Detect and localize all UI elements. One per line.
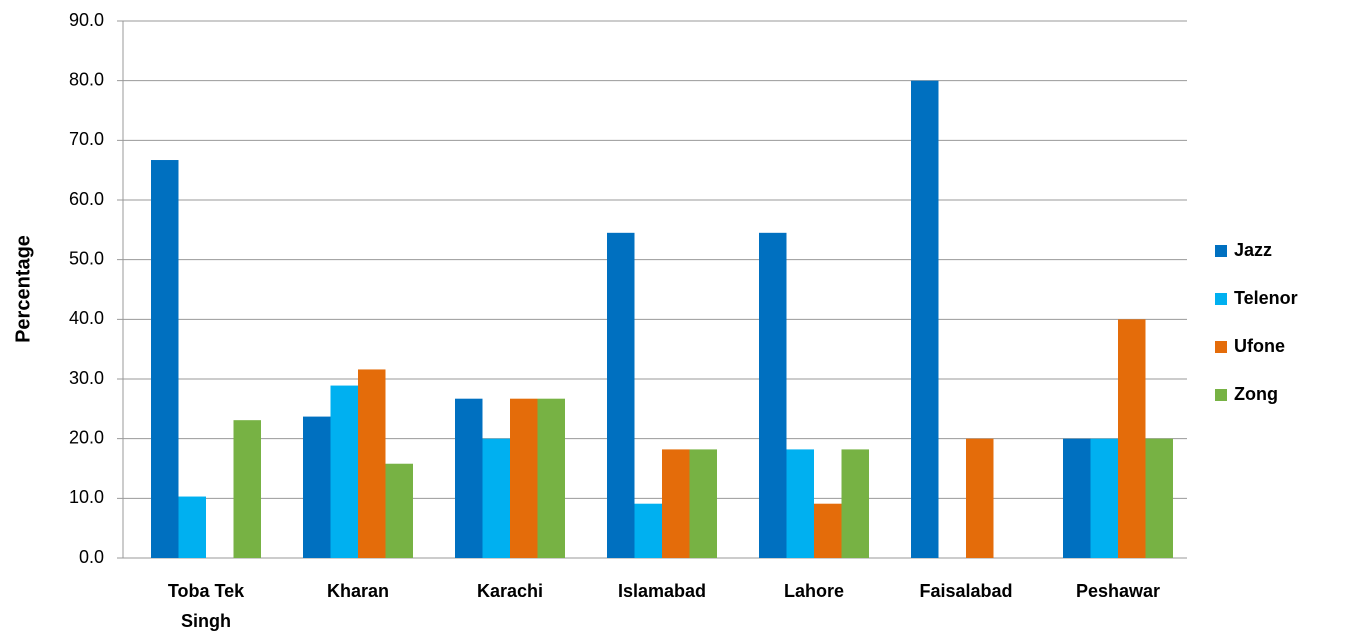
bar — [759, 232, 787, 559]
y-tick-label: 10.0 — [69, 487, 104, 507]
bar — [634, 503, 662, 558]
bar — [385, 463, 413, 558]
y-axis-label: Percentage — [12, 235, 34, 343]
legend-label: Zong — [1234, 384, 1278, 404]
legend-label: Telenor — [1234, 288, 1298, 308]
bar — [1118, 319, 1146, 558]
bar — [178, 496, 206, 558]
legend-swatch — [1215, 389, 1227, 401]
x-tick-label: Karachi — [476, 581, 544, 601]
x-tick-label: Islamabad — [617, 581, 707, 601]
bar — [966, 438, 994, 558]
bar — [537, 398, 565, 558]
bar — [607, 232, 635, 559]
y-tick-label: 80.0 — [69, 69, 104, 89]
bar — [455, 398, 483, 558]
bar — [1090, 438, 1118, 558]
y-tick-label: 20.0 — [69, 427, 104, 447]
legend-label: Ufone — [1234, 336, 1285, 356]
bar — [841, 449, 869, 558]
bar — [233, 420, 261, 558]
legend-label: Jazz — [1234, 240, 1272, 260]
bar — [303, 416, 331, 558]
bar — [510, 398, 538, 558]
bar — [1063, 438, 1091, 558]
y-tick-label: 50.0 — [69, 248, 104, 268]
y-tick-label: 70.0 — [69, 129, 104, 149]
bar — [911, 80, 939, 559]
x-tick-label: Faisalabad — [919, 581, 1013, 601]
x-tick-label: Lahore — [783, 581, 844, 601]
bar — [358, 369, 386, 558]
bar — [786, 449, 814, 558]
y-tick-label: 0.0 — [79, 547, 104, 567]
y-tick-label: 40.0 — [69, 308, 104, 328]
bar — [151, 160, 179, 559]
bar — [689, 449, 717, 558]
legend-swatch — [1215, 245, 1227, 257]
bar — [1145, 438, 1173, 558]
y-tick-label: 30.0 — [69, 368, 104, 388]
y-tick-label: 90.0 — [69, 10, 104, 30]
legend-swatch — [1215, 293, 1227, 305]
bar — [814, 503, 842, 558]
x-tick-label: Toba Tek Singh — [167, 581, 245, 631]
y-tick-label: 60.0 — [69, 189, 104, 209]
x-tick-label: Peshawar — [1075, 581, 1161, 601]
x-tick-label: Kharan — [326, 581, 389, 601]
bar — [662, 449, 690, 558]
bar — [330, 385, 358, 558]
legend-swatch — [1215, 341, 1227, 353]
bar — [482, 438, 510, 558]
